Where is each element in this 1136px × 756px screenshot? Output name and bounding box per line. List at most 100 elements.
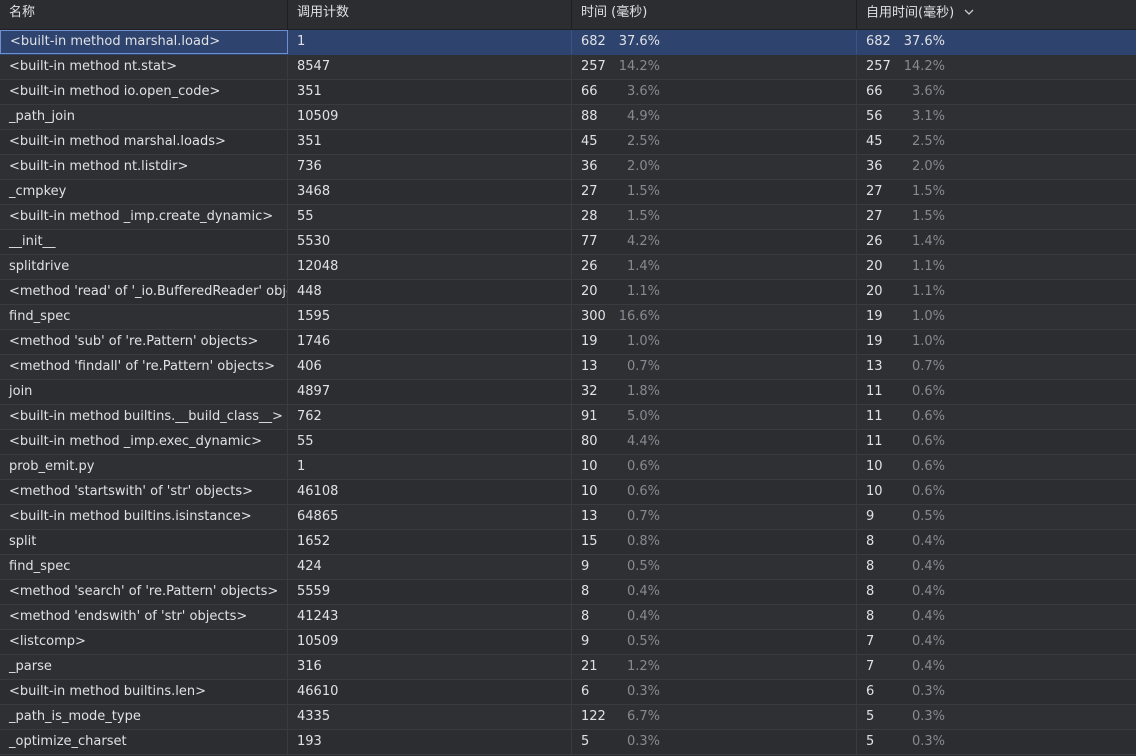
cell-time[interactable]: 45 2.5% [572,130,857,154]
column-header-time[interactable]: 时间 (毫秒) [572,0,857,30]
table-row[interactable]: __init__ 5530 77 4.2% 26 1.4% [0,230,1136,255]
cell-calls[interactable]: 4335 [288,705,572,729]
cell-calls[interactable]: 10509 [288,630,572,654]
cell-name[interactable]: <built-in method marshal.load> [0,30,288,54]
cell-name[interactable]: <built-in method marshal.loads> [0,130,288,154]
cell-calls[interactable]: 41243 [288,605,572,629]
cell-own-time[interactable]: 11 0.6% [857,430,1136,454]
cell-time[interactable]: 9 0.5% [572,555,857,579]
table-row[interactable]: _optimize_charset 193 5 0.3% 5 0.3% [0,730,1136,755]
cell-name[interactable]: <method 'startswith' of 'str' objects> [0,480,288,504]
cell-own-time[interactable]: 11 0.6% [857,405,1136,429]
table-row[interactable]: _parse 316 21 1.2% 7 0.4% [0,655,1136,680]
cell-time[interactable]: 66 3.6% [572,80,857,104]
cell-name[interactable]: <listcomp> [0,630,288,654]
cell-calls[interactable]: 8547 [288,55,572,79]
table-row[interactable]: <method 'startswith' of 'str' objects> 46… [0,480,1136,505]
cell-name[interactable]: <built-in method _imp.create_dynamic> [0,205,288,229]
cell-time[interactable]: 5 0.3% [572,730,857,754]
cell-own-time[interactable]: 11 0.6% [857,380,1136,404]
cell-own-time[interactable]: 45 2.5% [857,130,1136,154]
cell-calls[interactable]: 64865 [288,505,572,529]
cell-own-time[interactable]: 9 0.5% [857,505,1136,529]
cell-own-time[interactable]: 13 0.7% [857,355,1136,379]
cell-calls[interactable]: 448 [288,280,572,304]
cell-calls[interactable]: 424 [288,555,572,579]
cell-own-time[interactable]: 10 0.6% [857,455,1136,479]
cell-name[interactable]: _cmpkey [0,180,288,204]
cell-name[interactable]: <method 'search' of 're.Pattern' objects… [0,580,288,604]
cell-time[interactable]: 88 4.9% [572,105,857,129]
table-row[interactable]: <built-in method _imp.exec_dynamic> 55 80 4… [0,430,1136,455]
cell-calls[interactable]: 1 [288,455,572,479]
cell-time[interactable]: 10 0.6% [572,480,857,504]
cell-time[interactable]: 257 14.2% [572,55,857,79]
cell-calls[interactable]: 193 [288,730,572,754]
cell-name[interactable]: _path_join [0,105,288,129]
table-row[interactable]: <method 'sub' of 're.Pattern' objects> 17… [0,330,1136,355]
cell-time[interactable]: 13 0.7% [572,505,857,529]
table-row[interactable]: <built-in method io.open_code> 351 66 3.6% 6… [0,80,1136,105]
cell-name[interactable]: prob_emit.py [0,455,288,479]
cell-own-time[interactable]: 20 1.1% [857,255,1136,279]
table-row[interactable]: <method 'read' of '_io.BufferedReader' o… [0,280,1136,305]
cell-time[interactable]: 122 6.7% [572,705,857,729]
cell-own-time[interactable]: 5 0.3% [857,705,1136,729]
cell-calls[interactable]: 1 [288,30,572,54]
cell-own-time[interactable]: 27 1.5% [857,205,1136,229]
cell-time[interactable]: 80 4.4% [572,430,857,454]
cell-own-time[interactable]: 19 1.0% [857,330,1136,354]
cell-time[interactable]: 10 0.6% [572,455,857,479]
table-row[interactable]: <method 'findall' of 're.Pattern' object… [0,355,1136,380]
cell-calls[interactable]: 762 [288,405,572,429]
cell-name[interactable]: <built-in method builtins.__build_class_… [0,405,288,429]
cell-name[interactable]: splitdrive [0,255,288,279]
cell-name[interactable]: _optimize_charset [0,730,288,754]
cell-calls[interactable]: 5530 [288,230,572,254]
chevron-down-icon[interactable] [964,0,974,26]
cell-calls[interactable]: 46108 [288,480,572,504]
table-row[interactable]: find_spec 1595 300 16.6% 19 1.0% [0,305,1136,330]
cell-calls[interactable]: 1595 [288,305,572,329]
cell-calls[interactable]: 4897 [288,380,572,404]
cell-time[interactable]: 8 0.4% [572,580,857,604]
cell-time[interactable]: 36 2.0% [572,155,857,179]
cell-name[interactable]: find_spec [0,305,288,329]
cell-time[interactable]: 9 0.5% [572,630,857,654]
cell-name[interactable]: <method 'endswith' of 'str' objects> [0,605,288,629]
column-header-name[interactable]: 名称 [0,0,288,30]
column-header-own-time[interactable]: 自用时间(毫秒) [857,0,1136,30]
cell-own-time[interactable]: 27 1.5% [857,180,1136,204]
cell-name[interactable]: __init__ [0,230,288,254]
cell-own-time[interactable]: 5 0.3% [857,730,1136,754]
cell-calls[interactable]: 55 [288,430,572,454]
cell-name[interactable]: _path_is_mode_type [0,705,288,729]
cell-own-time[interactable]: 36 2.0% [857,155,1136,179]
cell-own-time[interactable]: 257 14.2% [857,55,1136,79]
cell-own-time[interactable]: 26 1.4% [857,230,1136,254]
cell-calls[interactable]: 5559 [288,580,572,604]
cell-time[interactable]: 27 1.5% [572,180,857,204]
cell-name[interactable]: _parse [0,655,288,679]
cell-calls[interactable]: 406 [288,355,572,379]
cell-time[interactable]: 28 1.5% [572,205,857,229]
table-row[interactable]: <built-in method builtins.__build_class_… [0,405,1136,430]
cell-own-time[interactable]: 8 0.4% [857,530,1136,554]
cell-name[interactable]: <built-in method nt.stat> [0,55,288,79]
cell-name[interactable]: <method 'findall' of 're.Pattern' object… [0,355,288,379]
column-header-calls[interactable]: 调用计数 [288,0,572,30]
table-row[interactable]: find_spec 424 9 0.5% 8 0.4% [0,555,1136,580]
cell-own-time[interactable]: 7 0.4% [857,630,1136,654]
cell-own-time[interactable]: 20 1.1% [857,280,1136,304]
cell-name[interactable]: <built-in method builtins.len> [0,680,288,704]
cell-time[interactable]: 20 1.1% [572,280,857,304]
cell-own-time[interactable]: 56 3.1% [857,105,1136,129]
cell-own-time[interactable]: 8 0.4% [857,580,1136,604]
table-row[interactable]: <method 'endswith' of 'str' objects> 4124… [0,605,1136,630]
cell-name[interactable]: <built-in method io.open_code> [0,80,288,104]
cell-calls[interactable]: 12048 [288,255,572,279]
cell-calls[interactable]: 10509 [288,105,572,129]
cell-calls[interactable]: 736 [288,155,572,179]
cell-own-time[interactable]: 682 37.6% [857,30,1136,54]
cell-calls[interactable]: 351 [288,80,572,104]
